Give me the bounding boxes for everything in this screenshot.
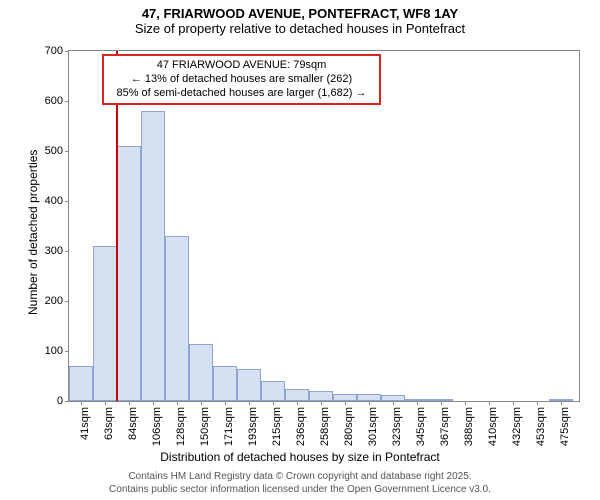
x-tick-label: 258sqm — [319, 407, 331, 446]
x-tick-label: 128sqm — [175, 407, 187, 446]
histogram-bar — [69, 366, 93, 401]
x-tick-label: 236sqm — [295, 407, 307, 446]
x-tick-label: 475sqm — [559, 407, 571, 446]
histogram-bar — [309, 391, 333, 401]
histogram-bar — [237, 369, 261, 402]
x-tick-label: 280sqm — [343, 407, 355, 446]
x-tick-label: 388sqm — [463, 407, 475, 446]
x-tick-label: 215sqm — [271, 407, 283, 446]
histogram-bar — [285, 389, 309, 402]
x-tick-label: 106sqm — [151, 407, 163, 446]
x-tick-label: 150sqm — [199, 407, 211, 446]
x-tick-label: 345sqm — [415, 407, 427, 446]
x-tick-label: 432sqm — [511, 407, 523, 446]
x-tick-label: 63sqm — [103, 407, 115, 440]
histogram-bar — [141, 111, 165, 401]
annotation-line-1: 47 FRIARWOOD AVENUE: 79sqm — [110, 59, 373, 73]
x-tick-label: 171sqm — [223, 407, 235, 446]
histogram-bar — [261, 381, 285, 401]
x-tick-label: 84sqm — [127, 407, 139, 440]
histogram-bar — [117, 146, 141, 401]
x-tick-label: 301sqm — [367, 407, 379, 446]
x-tick-label: 323sqm — [391, 407, 403, 446]
x-tick-label: 367sqm — [439, 407, 451, 446]
histogram-bar — [357, 394, 381, 402]
x-axis-label: Distribution of detached houses by size … — [0, 450, 600, 464]
x-tick-label: 193sqm — [247, 407, 259, 446]
x-tick-label: 41sqm — [79, 407, 91, 440]
footer-line-2: Contains public sector information licen… — [0, 484, 600, 497]
annotation-line-3: 85% of semi-detached houses are larger (… — [110, 87, 373, 101]
x-tick-label: 453sqm — [535, 407, 547, 446]
footer-attribution: Contains HM Land Registry data © Crown c… — [0, 471, 600, 496]
histogram-bar — [333, 394, 357, 402]
title-line-1: 47, FRIARWOOD AVENUE, PONTEFRACT, WF8 1A… — [0, 6, 600, 21]
histogram-bar — [93, 246, 117, 401]
annotation-line-2: ← 13% of detached houses are smaller (26… — [110, 73, 373, 87]
x-tick-label: 410sqm — [487, 407, 499, 446]
histogram-bar — [213, 366, 237, 401]
title-line-2: Size of property relative to detached ho… — [0, 21, 600, 36]
histogram-bar — [189, 344, 213, 402]
footer-line-1: Contains HM Land Registry data © Crown c… — [0, 471, 600, 484]
annotation-box: 47 FRIARWOOD AVENUE: 79sqm ← 13% of deta… — [102, 54, 381, 105]
histogram-bar — [165, 236, 189, 401]
y-axis-label: Number of detached properties — [26, 150, 40, 315]
